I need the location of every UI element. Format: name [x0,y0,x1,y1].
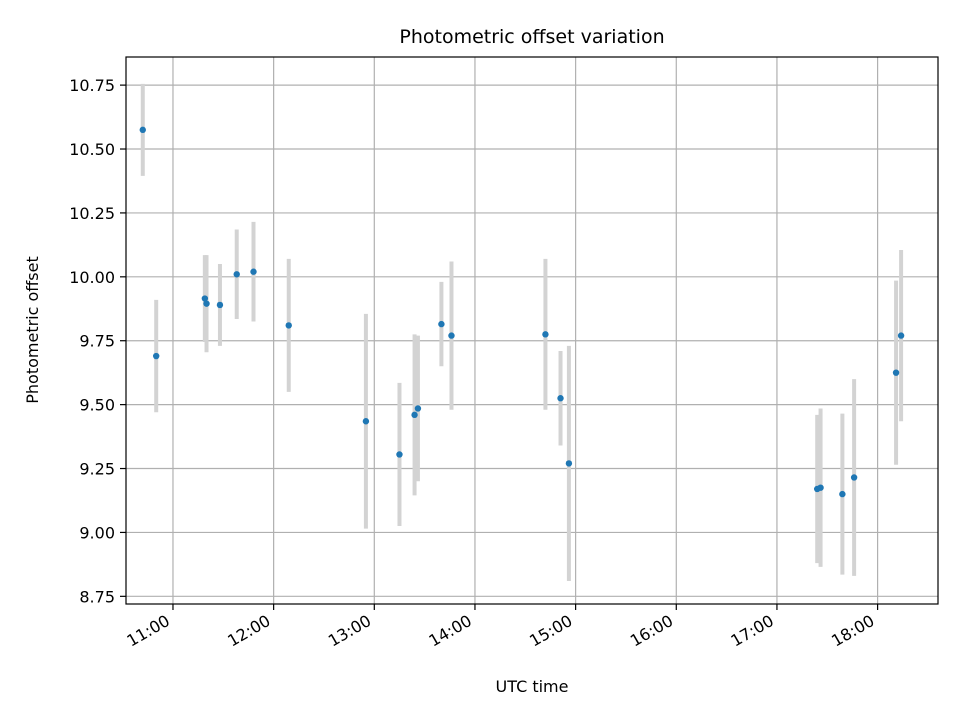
data-point [850,474,858,481]
data-point [557,395,564,402]
data-point [362,418,370,425]
data-point [839,490,846,498]
y-tick-label: 10.00 [69,268,115,287]
y-tick-label: 9.25 [79,460,115,479]
plot-frame [125,56,939,605]
data-point [897,332,905,339]
x-axis-label: UTC time [496,677,569,696]
grid-lines [126,57,938,604]
data-point [216,301,224,309]
data-point [438,320,445,328]
data-point [411,411,418,419]
data-points [139,126,905,498]
data-point [448,332,455,339]
y-tick-label: 10.75 [69,76,115,95]
data-point [250,268,257,275]
data-point [285,322,292,329]
chart-title: Photometric offset variation [399,26,664,48]
data-point [414,405,422,412]
y-tick-label: 9.75 [79,332,115,351]
data-point [203,300,210,307]
data-point [817,484,824,491]
data-point [565,460,573,467]
data-point [233,271,240,278]
y-tick-label: 10.25 [69,204,115,223]
y-tick-label: 9.50 [79,396,115,415]
y-tick-label: 8.75 [79,587,115,606]
data-point [542,331,549,338]
data-point [139,126,146,134]
data-point [396,451,403,458]
y-axis-label: Photometric offset [23,256,42,404]
data-point [892,369,900,376]
y-tick-label: 10.50 [69,140,115,159]
data-point [201,295,209,302]
y-tick-label: 9.00 [79,523,115,542]
data-point [152,352,160,360]
y-axis-ticks: 8.75 9.00 9.25 9.50 9.75 10.00 10.25 10.50 10.75 [69,76,126,606]
